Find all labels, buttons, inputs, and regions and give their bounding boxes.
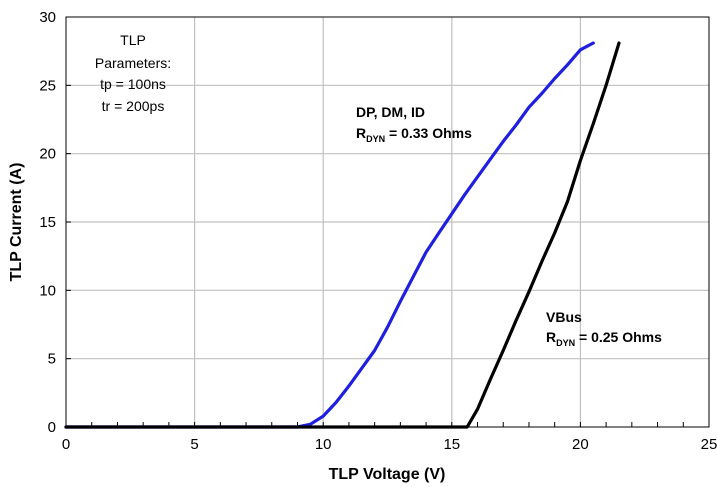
series-line-1 — [64, 41, 621, 429]
y-tick-label: 20 — [39, 146, 56, 163]
x-tick-labels: 0 5 10 15 20 25 — [62, 436, 717, 453]
vbus-annotation-title: VBus — [546, 309, 582, 325]
plot-frame — [65, 16, 710, 428]
y-tick-label: 30 — [39, 9, 56, 26]
dp-annotation-rdyn: RDYN = 0.33 Ohms — [356, 125, 472, 144]
x-tick-label: 0 — [62, 436, 70, 453]
series-line-0 — [64, 41, 595, 429]
x-axis-title: TLP Voltage (V) — [329, 466, 446, 483]
y-tick-label: 0 — [48, 419, 56, 436]
x-tick-label: 5 — [190, 436, 198, 453]
grid-lines — [66, 17, 709, 427]
params-line-3: tp = 100ns — [100, 76, 166, 92]
dp-r-symbol: R — [356, 125, 366, 141]
params-line-1: TLP — [120, 32, 146, 48]
dp-r-subscript: DYN — [366, 134, 385, 144]
y-tick-label: 10 — [39, 282, 56, 299]
series-layer — [64, 41, 621, 429]
x-tick-label: 10 — [315, 436, 332, 453]
vbus-r-subscript: DYN — [556, 338, 575, 348]
params-line-4: tr = 200ps — [102, 98, 165, 114]
tlp-parameters-annotation: TLP Parameters: tp = 100ns tr = 200ps — [95, 32, 171, 114]
y-tick-labels: 0 5 10 15 20 25 30 — [39, 9, 56, 436]
vbus-annotation-rdyn: RDYN = 0.25 Ohms — [546, 329, 662, 348]
y-axis-title: TLP Current (A) — [8, 163, 25, 282]
vbus-r-symbol: R — [546, 329, 556, 345]
y-tick-label: 5 — [48, 351, 56, 368]
y-tick-label: 25 — [39, 77, 56, 94]
x-tick-label: 25 — [701, 436, 717, 453]
dp-dm-id-annotation: DP, DM, ID RDYN = 0.33 Ohms — [356, 104, 472, 144]
vbus-r-value: = 0.25 Ohms — [575, 329, 662, 345]
y-tick-label: 15 — [39, 214, 56, 231]
dp-r-value: = 0.33 Ohms — [385, 125, 472, 141]
x-tick-label: 15 — [443, 436, 460, 453]
x-tick-label: 20 — [572, 436, 589, 453]
dp-annotation-title: DP, DM, ID — [356, 104, 425, 120]
params-line-2: Parameters: — [95, 55, 171, 71]
vbus-annotation: VBus RDYN = 0.25 Ohms — [546, 309, 662, 348]
